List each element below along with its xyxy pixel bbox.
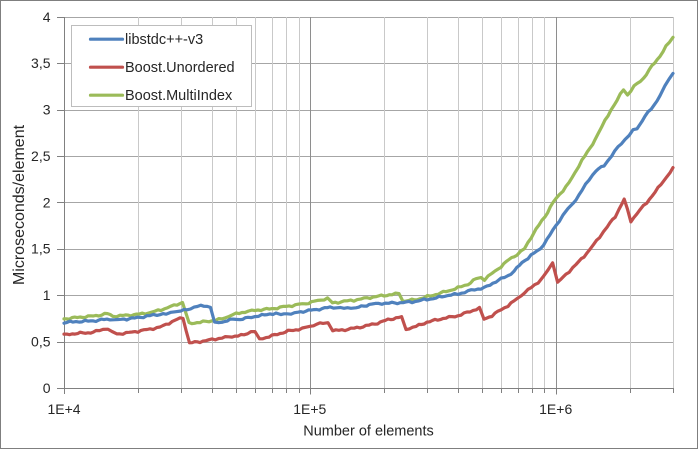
svg-text:1,5: 1,5: [31, 241, 51, 257]
svg-text:1E+4: 1E+4: [47, 401, 80, 417]
svg-text:1: 1: [43, 287, 51, 303]
svg-text:Number of elements: Number of elements: [303, 424, 434, 440]
svg-text:0,5: 0,5: [31, 333, 51, 349]
svg-text:libstdc++-v3: libstdc++-v3: [125, 32, 203, 48]
svg-text:Boost.Unordered: Boost.Unordered: [125, 60, 235, 76]
svg-text:0: 0: [43, 380, 51, 396]
svg-text:Microseconds/element: Microseconds/element: [11, 124, 28, 285]
svg-text:Boost.MultiIndex: Boost.MultiIndex: [125, 88, 233, 104]
svg-text:4: 4: [43, 9, 51, 25]
svg-text:3: 3: [43, 102, 51, 118]
svg-text:2,5: 2,5: [31, 148, 51, 164]
svg-text:1E+6: 1E+6: [539, 401, 572, 417]
svg-text:1E+5: 1E+5: [293, 401, 326, 417]
svg-text:2: 2: [43, 194, 51, 210]
svg-text:3,5: 3,5: [31, 55, 51, 71]
